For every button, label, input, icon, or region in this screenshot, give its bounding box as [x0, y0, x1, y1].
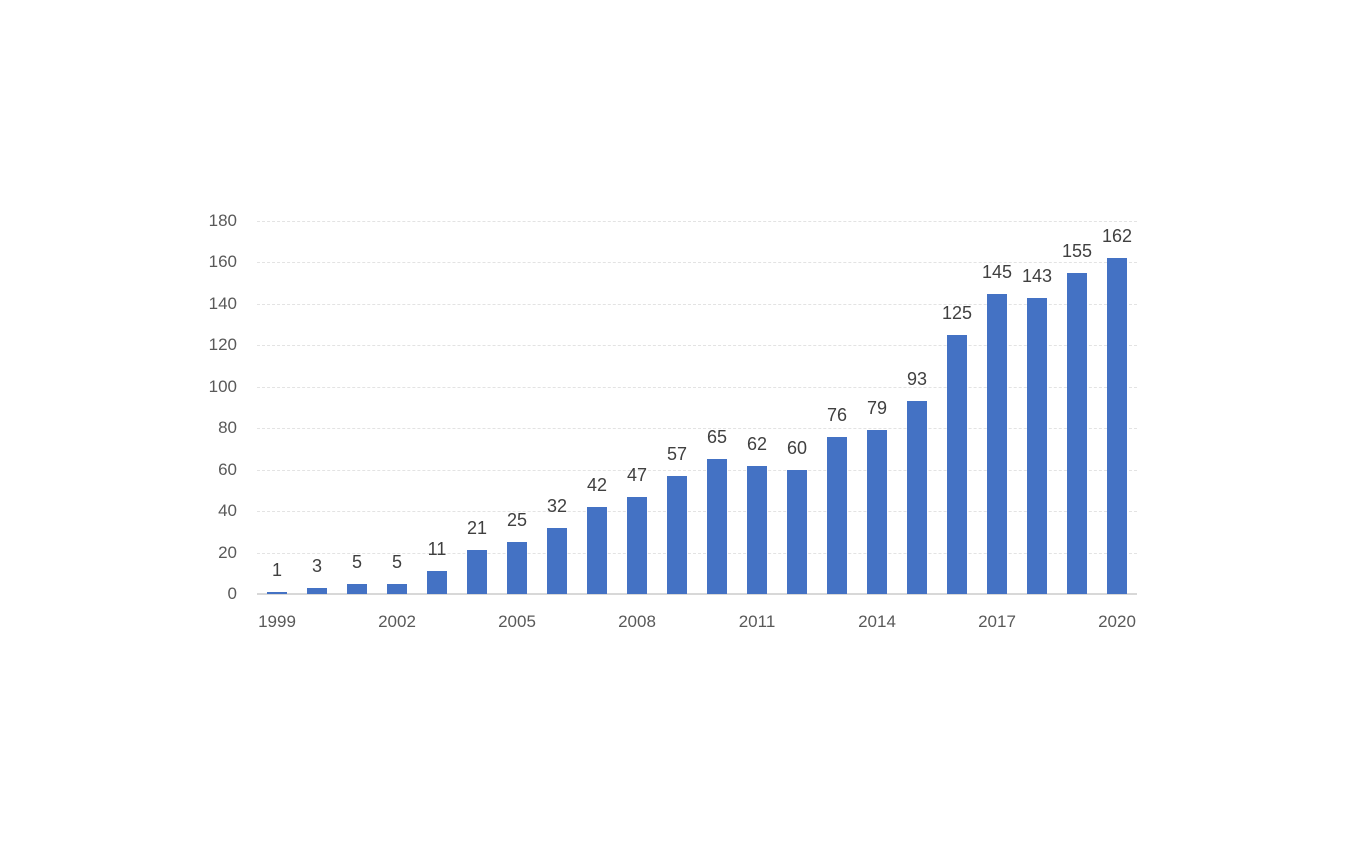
data-label-2000: 3 — [311, 555, 323, 576]
gridline-60 — [257, 469, 1137, 471]
bar-slot-2002: 5 — [377, 221, 417, 594]
bar-2012 — [787, 469, 807, 594]
bar-1999 — [267, 591, 287, 594]
bar-slot-2016: 125 — [937, 221, 977, 594]
bar-slot-2007: 42 — [577, 221, 617, 594]
y-tick-label-40: 40 — [218, 501, 237, 521]
x-tick-label-2020: 2020 — [1098, 612, 1136, 631]
data-label-2014: 79 — [866, 398, 888, 419]
bar-slot-2009: 57 — [657, 221, 697, 594]
bar-2006 — [547, 527, 567, 594]
bar-slot-2013: 76 — [817, 221, 857, 594]
bar-2016 — [947, 334, 967, 594]
bar-slot-2012: 60 — [777, 221, 817, 594]
bar-2003 — [427, 571, 447, 594]
x-tick-label-2008: 2008 — [618, 612, 656, 631]
bar-slot-2005: 25 — [497, 221, 537, 594]
bar-2002 — [387, 583, 407, 594]
gridline-40 — [257, 511, 1137, 513]
bar-slot-2017: 145 — [977, 221, 1017, 594]
x-tick-label-2005: 2005 — [498, 612, 536, 631]
data-label-1999: 1 — [271, 559, 283, 580]
bar-2005 — [507, 542, 527, 594]
y-axis: 0 20 40 60 80 100 120 140 160 180 — [150, 211, 237, 603]
bar-2013 — [827, 436, 847, 594]
data-label-2001: 5 — [351, 551, 363, 572]
data-label-2011: 62 — [746, 433, 768, 454]
y-tick-label-140: 140 — [208, 293, 237, 313]
bar-slot-2008: 47 — [617, 221, 657, 594]
x-tick-label-2002: 2002 — [378, 612, 416, 631]
y-tick-label-60: 60 — [218, 459, 237, 479]
gridline-160 — [257, 262, 1137, 264]
gridline-80 — [257, 428, 1137, 430]
data-label-2009: 57 — [666, 443, 688, 464]
data-label-2007: 42 — [586, 474, 608, 495]
bar-2007 — [587, 506, 607, 594]
x-axis: 1999 2002 2005 2008 2011 2014 2017 2020 — [257, 612, 1137, 636]
gridline-180 — [257, 221, 1137, 222]
data-label-2017: 145 — [981, 261, 1013, 282]
bar-2010 — [707, 459, 727, 594]
gridline-120 — [257, 345, 1137, 347]
bar-2008 — [627, 496, 647, 594]
gridline-140 — [257, 303, 1137, 305]
bar-slot-2020: 162 — [1097, 221, 1137, 594]
gridline-100 — [257, 386, 1137, 388]
data-label-2008: 47 — [626, 464, 648, 485]
bar-2004 — [467, 550, 487, 594]
x-axis-line — [257, 593, 1137, 595]
bar-2015 — [907, 401, 927, 594]
data-label-2016: 125 — [941, 302, 973, 323]
bar-2000 — [307, 587, 327, 594]
data-label-2002: 5 — [391, 551, 403, 572]
data-label-2006: 32 — [546, 495, 568, 516]
bar-slot-2011: 62 — [737, 221, 777, 594]
bar-slot-2000: 3 — [297, 221, 337, 594]
bar-slot-2004: 21 — [457, 221, 497, 594]
y-tick-label-80: 80 — [218, 418, 237, 438]
x-tick-label-2014: 2014 — [858, 612, 896, 631]
data-label-2015: 93 — [906, 369, 928, 390]
y-tick-label-120: 120 — [208, 335, 237, 355]
x-tick-label-1999: 1999 — [258, 612, 296, 631]
bar-2009 — [667, 475, 687, 594]
bar-slot-2003: 11 — [417, 221, 457, 594]
bar-slot-2006: 32 — [537, 221, 577, 594]
y-tick-label-180: 180 — [208, 211, 237, 230]
plot-area: 1 3 5 5 11 21 25 32 42 47 57 65 62 60 76 79 93 125 145 143 1… — [257, 221, 1137, 595]
x-tick-label-2011: 2011 — [738, 612, 776, 631]
bar-2018 — [1027, 297, 1047, 594]
bar-slot-2010: 65 — [697, 221, 737, 594]
bar-slot-2019: 155 — [1057, 221, 1097, 594]
bar-slot-1999: 1 — [257, 221, 297, 594]
bar-2017 — [987, 293, 1007, 594]
y-tick-label-160: 160 — [208, 252, 237, 272]
bar-2011 — [747, 465, 767, 594]
data-label-2004: 21 — [466, 518, 488, 539]
gridline-20 — [257, 552, 1137, 554]
data-label-2020: 162 — [1101, 226, 1133, 247]
data-label-2012: 60 — [786, 437, 808, 458]
bar-2014 — [867, 430, 887, 594]
data-label-2013: 76 — [826, 404, 848, 425]
data-label-2005: 25 — [506, 510, 528, 531]
x-tick-label-2017: 2017 — [978, 612, 1016, 631]
y-tick-label-100: 100 — [208, 376, 237, 396]
data-label-2019: 155 — [1061, 240, 1093, 261]
bar-slot-2015: 93 — [897, 221, 937, 594]
bar-slot-2018: 143 — [1017, 221, 1057, 594]
bar-2020 — [1107, 258, 1127, 594]
data-label-2003: 11 — [427, 539, 447, 560]
data-label-2018: 143 — [1021, 265, 1053, 286]
data-label-2010: 65 — [706, 427, 728, 448]
y-tick-label-20: 20 — [218, 542, 237, 562]
bar-2001 — [347, 583, 367, 594]
y-tick-label-0: 0 — [227, 584, 237, 603]
bar-2019 — [1067, 272, 1087, 594]
bar-slot-2001: 5 — [337, 221, 377, 594]
bar-slot-2014: 79 — [857, 221, 897, 594]
